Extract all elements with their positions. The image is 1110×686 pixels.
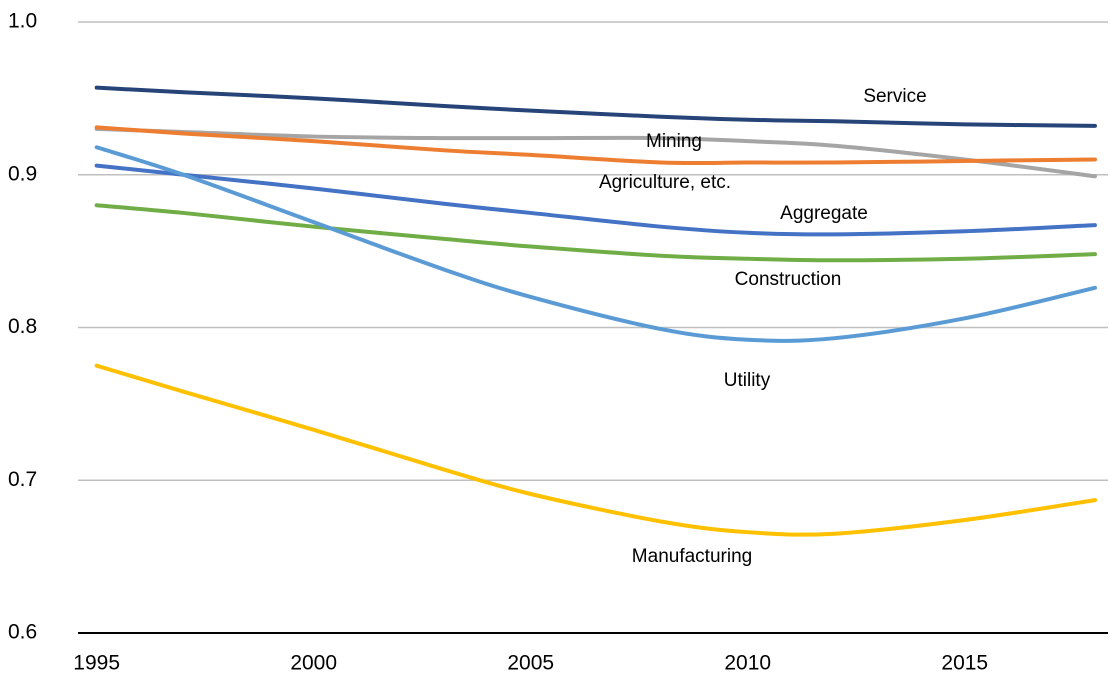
series-line <box>94 145 1097 343</box>
x-tick-label: 1995 <box>73 652 120 675</box>
y-tick-label: 1.0 <box>8 10 37 33</box>
y-tick-label: 0.6 <box>8 621 37 644</box>
x-tick-label: 2010 <box>724 652 771 675</box>
series-label: Aggregate <box>780 203 868 224</box>
y-tick-label: 0.9 <box>8 162 37 185</box>
x-tick-label: 2000 <box>290 652 337 675</box>
y-tick-label: 0.8 <box>8 315 37 338</box>
series-line <box>94 363 1097 537</box>
x-tick-label: 2005 <box>507 652 554 675</box>
series-line <box>94 85 1097 128</box>
series-label: Manufacturing <box>632 546 752 567</box>
series-line <box>94 203 1097 263</box>
series-label: Service <box>863 86 926 107</box>
series-line <box>94 125 1097 166</box>
x-tick-label: 2015 <box>941 652 988 675</box>
series-line <box>94 126 1097 179</box>
series-line <box>94 163 1097 237</box>
series-label: Agriculture, etc. <box>599 172 731 193</box>
series-label: Utility <box>724 370 771 391</box>
y-tick-label: 0.7 <box>8 468 37 491</box>
series-label: Mining <box>646 131 702 152</box>
series-label: Construction <box>735 269 842 290</box>
